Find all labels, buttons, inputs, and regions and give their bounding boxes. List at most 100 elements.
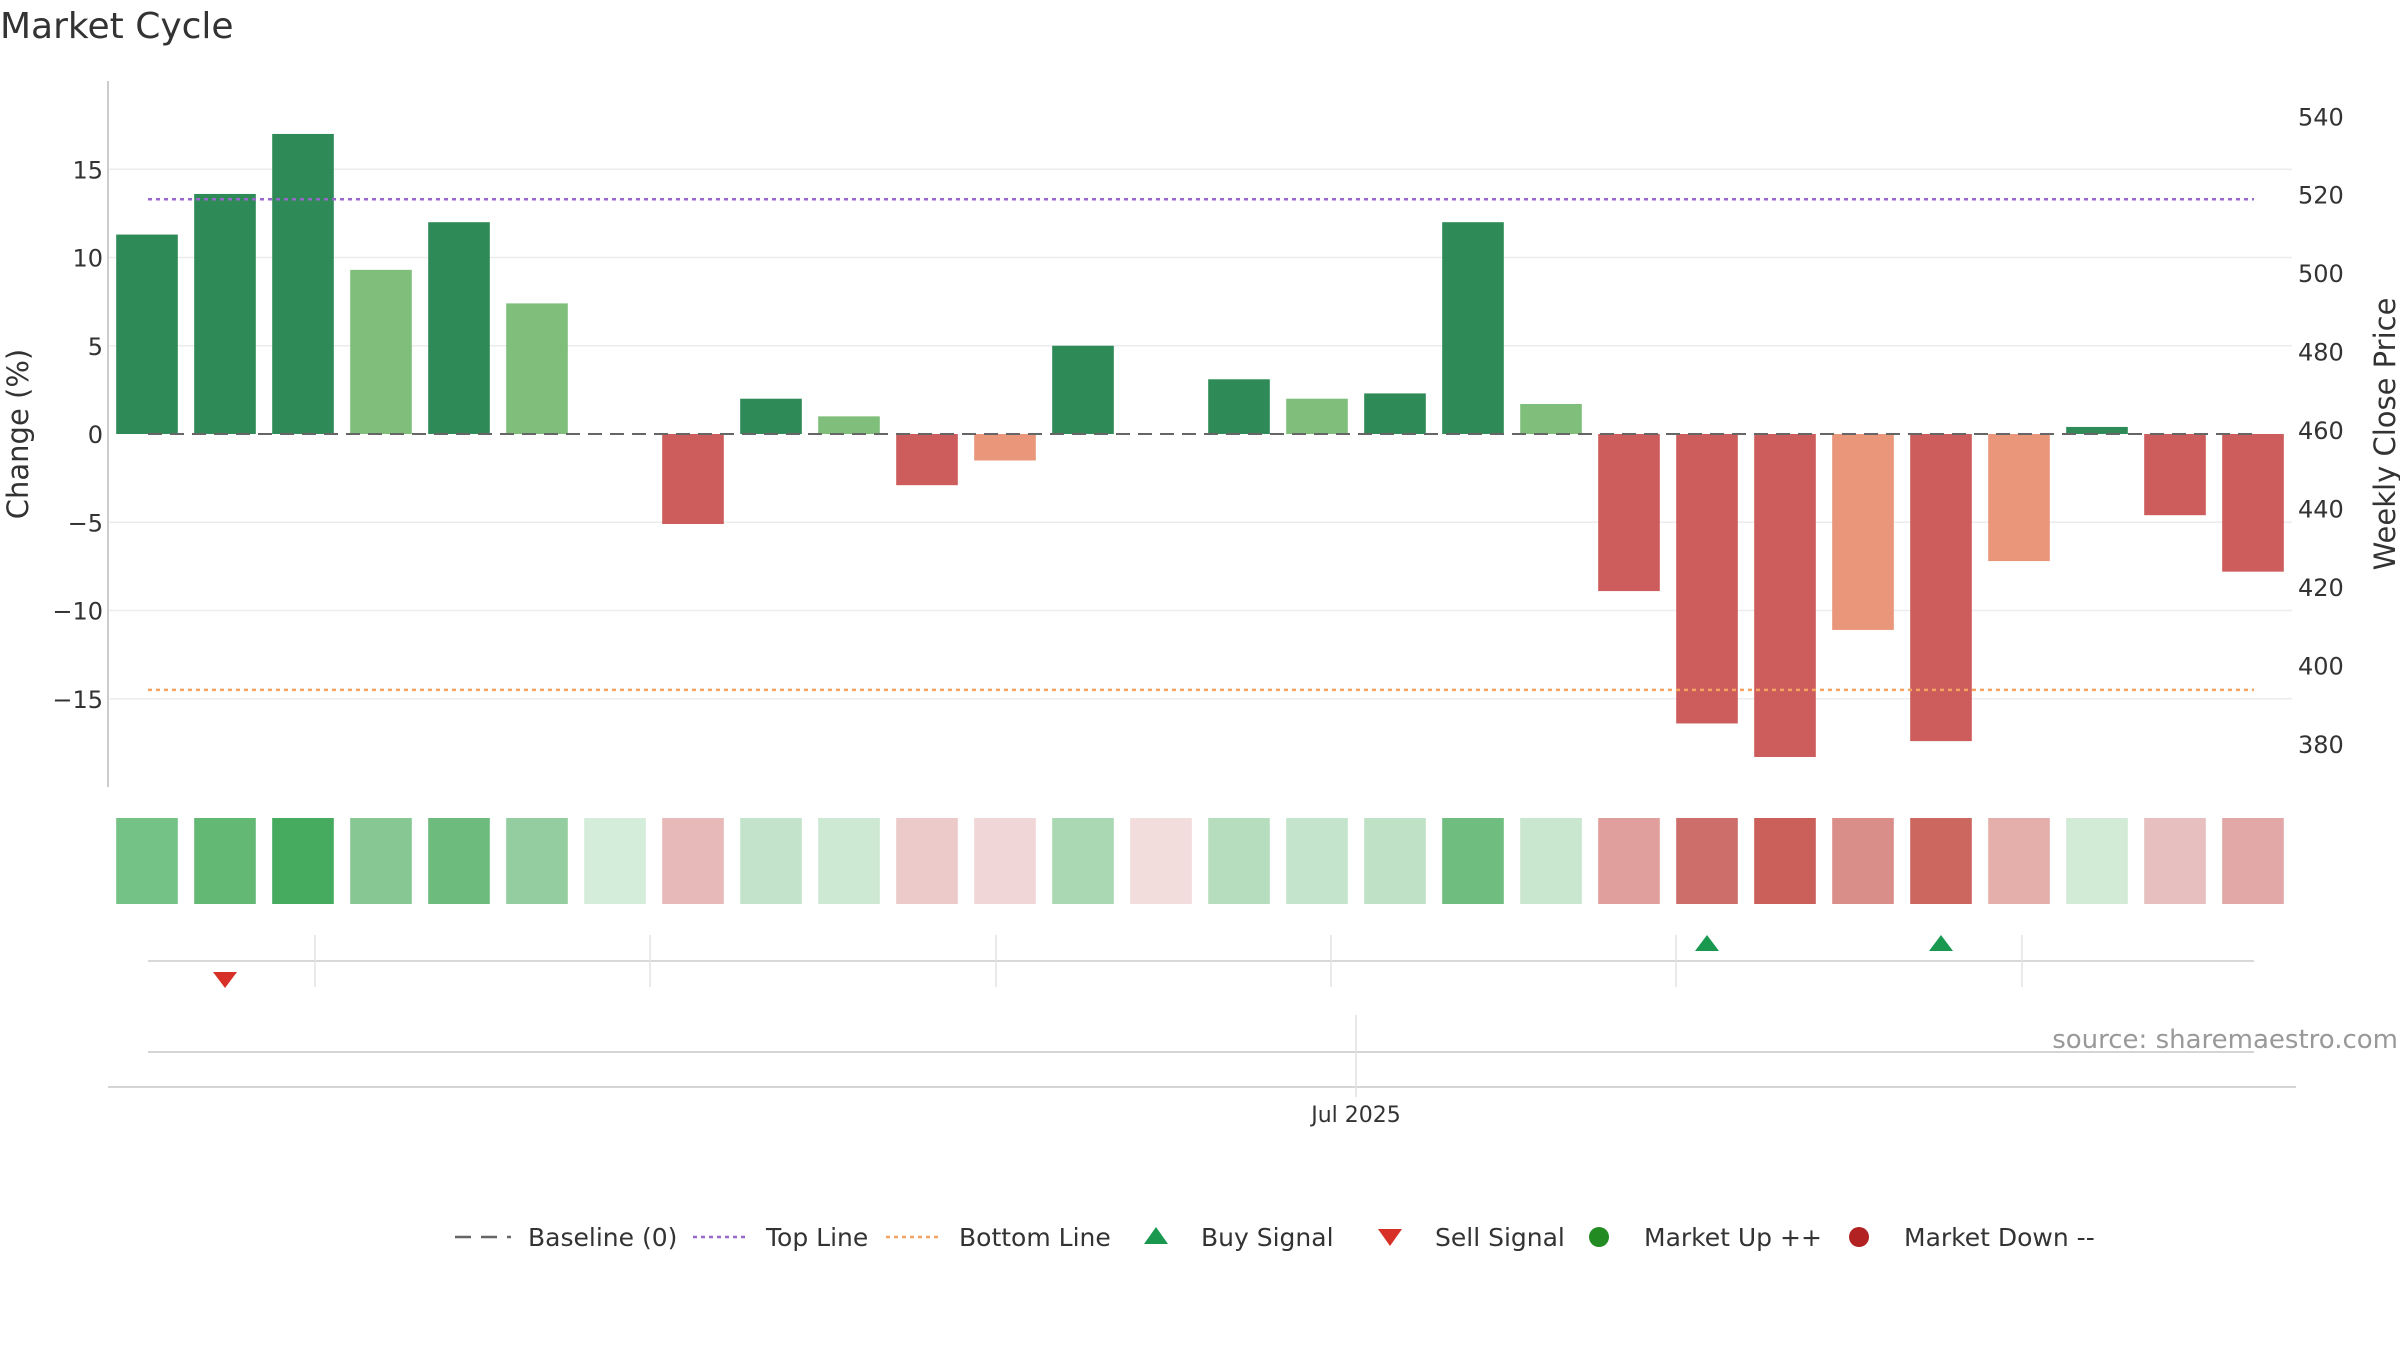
change-bar — [1208, 379, 1270, 434]
x-tick-label: Jul 2025 — [1309, 1103, 1401, 1128]
heatmap-cell — [1598, 818, 1660, 904]
heatmap-cell — [506, 818, 568, 904]
change-bar — [896, 434, 958, 486]
bar-series — [116, 133, 2284, 757]
heatmap-cell — [1442, 818, 1504, 904]
y-tick-label: 0 — [88, 421, 103, 449]
legend-item: Top Line — [693, 1223, 868, 1252]
change-bar — [974, 434, 1036, 461]
change-bar — [818, 416, 880, 434]
y2-tick-label: 520 — [2298, 182, 2344, 210]
heatmap-cell — [662, 818, 724, 904]
lower-panel: Jul 2025 — [108, 1015, 2296, 1128]
heatmap-cell — [1286, 818, 1348, 904]
source-text: source: sharemaestro.com — [2052, 1025, 2398, 1055]
y-tick-label: 5 — [88, 333, 103, 361]
y2-axis-ticks: 540 520 500 480 460 440 420 400 380 — [2298, 103, 2344, 759]
change-bar — [1832, 434, 1894, 630]
legend-item-label: Top Line — [765, 1223, 868, 1252]
chart-title: Market Cycle — [0, 6, 234, 47]
heatmap-cell — [1676, 818, 1738, 904]
heatmap-cell — [1910, 818, 1972, 904]
change-bar — [428, 222, 490, 434]
triangle-up-icon — [1144, 1227, 1168, 1244]
heatmap-cell — [1832, 818, 1894, 904]
heatmap-cell — [1130, 818, 1192, 904]
heatmap-cell — [1988, 818, 2050, 904]
change-bar — [194, 193, 256, 434]
heatmap-cell — [2222, 818, 2284, 904]
heatmap-cell — [584, 818, 646, 904]
legend-item-label: Market Down -- — [1904, 1223, 2095, 1252]
sell-signal-marker — [213, 972, 237, 988]
y-tick-label: −15 — [52, 686, 103, 714]
heatmap-cell — [740, 818, 802, 904]
change-bar — [1052, 345, 1114, 434]
change-bar — [662, 434, 724, 525]
change-bar — [2144, 434, 2206, 516]
change-bar — [1598, 434, 1660, 592]
legend-item: Sell Signal — [1378, 1223, 1565, 1252]
y2-tick-label: 420 — [2298, 574, 2344, 602]
legend-item: Market Down -- — [1849, 1223, 2095, 1252]
y2-tick-label: 480 — [2298, 339, 2344, 367]
green-dot-icon — [1589, 1227, 1609, 1247]
heatmap-cell — [1052, 818, 1114, 904]
legend-item-label: Bottom Line — [959, 1223, 1111, 1252]
heatmap-cell — [1520, 818, 1582, 904]
heatmap-cell — [1364, 818, 1426, 904]
change-bar — [350, 269, 412, 434]
buy-signal-marker — [1695, 935, 1719, 951]
legend-item: Market Up ++ — [1589, 1223, 1822, 1252]
change-bar — [2066, 426, 2128, 434]
change-bar — [1754, 434, 1816, 757]
heatmap-cell — [2144, 818, 2206, 904]
change-bar — [1676, 434, 1738, 724]
change-bar — [2222, 434, 2284, 572]
heatmap-cell — [428, 818, 490, 904]
legend-item-label: Market Up ++ — [1644, 1223, 1822, 1252]
change-bar — [1520, 403, 1582, 434]
heatmap-cell — [194, 818, 256, 904]
buy-signal-marker — [1929, 935, 1953, 951]
y-tick-label: 10 — [72, 245, 103, 273]
legend-item: Bottom Line — [886, 1223, 1111, 1252]
legend-item: Buy Signal — [1144, 1223, 1334, 1252]
y-tick-label: 15 — [72, 156, 103, 184]
y-axis-ticks: 15 10 5 0 −5 −10 −15 — [52, 156, 103, 714]
y2-tick-label: 500 — [2298, 260, 2344, 288]
heatmap-cell — [1208, 818, 1270, 904]
y2-tick-label: 380 — [2298, 731, 2344, 759]
y-tick-label: −10 — [52, 598, 103, 626]
change-bar — [740, 398, 802, 434]
heatmap-cell — [896, 818, 958, 904]
legend-item: Baseline (0) — [455, 1223, 677, 1252]
y2-axis-label: Weekly Close Price — [2368, 298, 2400, 571]
heatmap-cell — [116, 818, 178, 904]
y2-tick-label: 400 — [2298, 652, 2344, 680]
y2-tick-label: 540 — [2298, 103, 2344, 131]
y2-tick-label: 460 — [2298, 417, 2344, 445]
y-tick-label: −5 — [68, 509, 103, 537]
heatmap-cell — [818, 818, 880, 904]
change-bar — [1442, 222, 1504, 434]
legend-item-label: Baseline (0) — [528, 1223, 677, 1252]
chart-legend: Baseline (0) Top Line Bottom Line Buy Signa… — [455, 1223, 2095, 1252]
signal-panel — [148, 935, 2254, 988]
y-axis-label: Change (%) — [1, 349, 35, 519]
legend-item-label: Sell Signal — [1435, 1223, 1565, 1252]
y2-tick-label: 440 — [2298, 496, 2344, 524]
reference-lines — [148, 198, 2254, 692]
heatmap-cell — [350, 818, 412, 904]
change-bar — [1364, 393, 1426, 434]
heatmap-cell — [272, 818, 334, 904]
heatmap-strip — [116, 818, 2284, 904]
heatmap-cell — [974, 818, 1036, 904]
change-bar — [1286, 398, 1348, 434]
change-bar — [1910, 434, 1972, 742]
change-bar — [506, 303, 568, 434]
change-bar — [116, 234, 178, 434]
triangle-down-icon — [1378, 1229, 1402, 1246]
heatmap-cell — [2066, 818, 2128, 904]
